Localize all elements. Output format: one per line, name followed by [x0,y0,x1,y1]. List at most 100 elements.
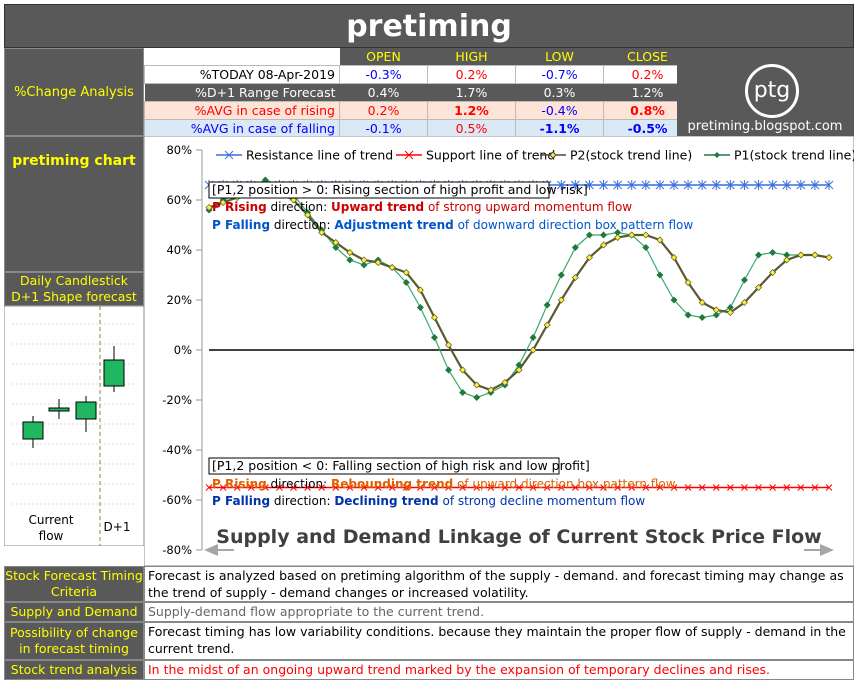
support-point [727,484,734,491]
p2-point [205,204,213,211]
table-cell: -0.7% [515,65,604,84]
upper-l1-prefix: P Rising [212,200,267,214]
p2-point [430,314,438,321]
support-point [755,484,762,491]
p2-point [712,306,720,314]
support-point [600,484,607,491]
y-tick-label: 40% [166,243,192,257]
trend-analysis-label: Stock trend analysis [4,660,144,680]
current-label-a: Current [28,513,73,527]
p2-point [571,274,579,281]
support-point [543,484,551,491]
p2-point [769,269,777,276]
p2-point [346,249,354,256]
resistance-point [810,180,820,190]
p2-point [332,239,340,246]
row-label: %TODAY 08-Apr-2019 [144,65,340,84]
y-tick-label: -60% [162,493,192,507]
legend-item: Resistance line of trend [216,148,393,163]
p1-point [515,361,523,369]
resistance-point [655,180,665,190]
p2-point [459,366,467,374]
p2-point [543,321,551,329]
candle-1 [22,416,44,448]
p2-point [811,251,819,259]
table-cell: 1.2% [427,101,516,120]
p2-point [219,199,227,206]
p2-point [740,299,748,306]
lower-l1-mid: direction: [267,477,331,491]
legend-label: P2(stock trend line) [570,148,692,163]
support-point [247,484,255,491]
resistance-point [697,180,707,190]
y-tick-label: 0% [174,343,192,357]
y-tick-label: 80% [166,143,192,157]
support-point [304,484,311,491]
upper-annotation: [P1,2 position > 0: Rising section of hi… [208,181,693,232]
legend-item: P2(stock trend line) [540,148,692,163]
header-high: HIGH [427,48,516,66]
p2-point [614,234,622,241]
lower-l1-trend: Rebounding trend [331,477,453,491]
support-point [473,484,481,491]
p1-point [585,231,593,239]
support-point [515,484,523,491]
p1-point [684,311,692,319]
support-point [388,484,396,491]
p2-point [726,309,734,316]
support-point [332,484,340,491]
p1-point [459,389,467,396]
caption-arrow [204,524,834,556]
chart-caption: Supply and Demand Linkage of Current Sto… [216,526,821,548]
p2-point [318,229,326,236]
support-point [276,484,283,491]
p2-point [473,381,481,389]
legend-item: Support line of trend [396,148,555,163]
lower-l1-suffix: of upward direction box pattern flow [453,477,675,491]
resistance-point [768,180,777,190]
support-point [233,484,241,491]
table-cell: -0.5% [603,119,692,138]
support-point [698,484,706,491]
support-point [487,484,495,491]
lower-l2-suffix: of strong decline momentum flow [439,494,646,508]
resistance-point [683,180,693,190]
p1-point [698,314,706,321]
header-low: LOW [515,48,604,66]
p1-point [712,311,720,319]
support-point [769,484,776,491]
support-point [797,484,805,491]
p1-point [430,334,438,341]
p1-point [402,279,410,286]
support-point [656,484,664,491]
lower-heading: [P1,2 position < 0: Falling section of h… [212,458,590,473]
upper-l2-mid: direction: [270,218,334,232]
upper-l2-trend: Adjustment trend [334,218,453,232]
table-cell: -1.1% [515,119,604,138]
p1-point [529,334,537,341]
support-point [459,484,466,491]
resistance-point [571,180,580,190]
row-label: %AVG in case of rising [144,101,340,120]
support-point [290,484,297,491]
header-open: OPEN [339,48,428,66]
table-row: %TODAY 08-Apr-2019 -0.3% 0.2% -0.7% 0.2% [144,65,692,84]
possibility-label: Possibility of change in forecast timing [4,622,144,660]
support-point [360,484,368,491]
support-point [205,484,213,491]
p2-point [684,279,692,286]
table-row: %AVG in case of rising 0.2% 1.2% -0.4% 0… [144,101,692,120]
p1-point [726,304,734,311]
resistance-point [740,180,749,190]
support-point [417,484,424,491]
p2-point [388,264,396,271]
upper-line-2: P Falling direction: Adjustment trend of… [212,218,693,232]
p1-point [642,244,650,251]
upper-l1-trend: Upward trend [331,200,424,214]
p1-point [360,261,368,269]
support-point [741,484,748,491]
resistance-point [796,180,806,190]
criteria-text: Forecast is analyzed based on pretiming … [144,566,854,602]
y-tick-label: -40% [162,443,192,457]
p1-point [656,271,664,279]
